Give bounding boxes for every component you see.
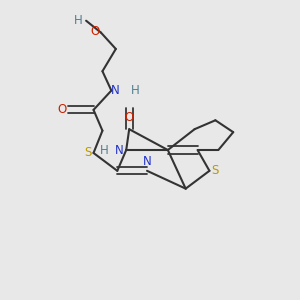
Text: O: O [58,103,67,116]
Text: H: H [74,14,82,27]
Text: O: O [124,111,134,124]
Text: N: N [111,84,120,97]
Text: H: H [131,84,140,97]
Text: S: S [211,164,218,177]
Text: N: N [115,143,124,157]
Text: S: S [85,146,92,160]
Text: H: H [100,143,108,157]
Text: N: N [143,155,152,168]
Text: O: O [90,25,100,38]
